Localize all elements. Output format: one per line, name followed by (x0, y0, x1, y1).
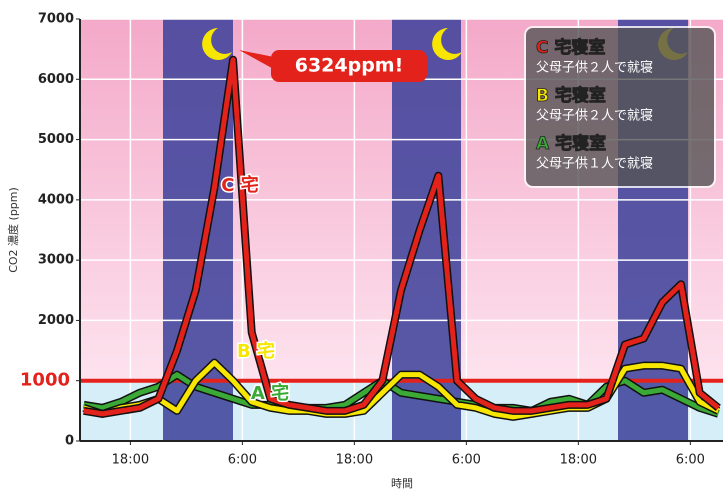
y-tick-label: 7000 (38, 12, 74, 27)
chart: CO2 濃度 (ppm) 時間 C 宅寝室父母子供２人で就寝B 宅寝室父母子供２… (0, 0, 723, 491)
x-tick-label: 6:00 (452, 453, 481, 468)
y-axis-label: CO2 濃度 (ppm) (6, 187, 20, 273)
y-tick-label: 5000 (38, 132, 74, 147)
y-tick-label: 4000 (38, 192, 74, 207)
y-tick-label: 3000 (38, 253, 74, 268)
x-tick-label: 18:00 (112, 453, 149, 468)
annotation: A 宅 (251, 382, 289, 404)
legend-label: A 宅寝室 (536, 133, 606, 154)
y-tick-label: 1000 (20, 370, 70, 391)
y-tick-label: 6000 (38, 72, 74, 87)
annotation: B 宅 (237, 340, 275, 362)
x-tick-label: 18:00 (560, 453, 597, 468)
annotation: C 宅 (221, 174, 258, 196)
x-tick-label: 6:00 (676, 453, 705, 468)
legend-description: 父母子供２人で就寝 (536, 108, 653, 124)
x-axis-label: 時間 (391, 477, 413, 490)
legend-description: 父母子供２人で就寝 (536, 60, 653, 76)
legend-label: B 宅寝室 (536, 85, 606, 106)
y-tick-label: 2000 (38, 313, 74, 328)
annotation: 6324ppm! (295, 55, 404, 77)
legend-label: C 宅寝室 (536, 37, 605, 58)
x-tick-label: 18:00 (336, 453, 373, 468)
legend-description: 父母子供１人で就寝 (536, 156, 653, 172)
x-tick-label: 6:00 (228, 453, 257, 468)
y-tick-label: 0 (65, 434, 74, 449)
